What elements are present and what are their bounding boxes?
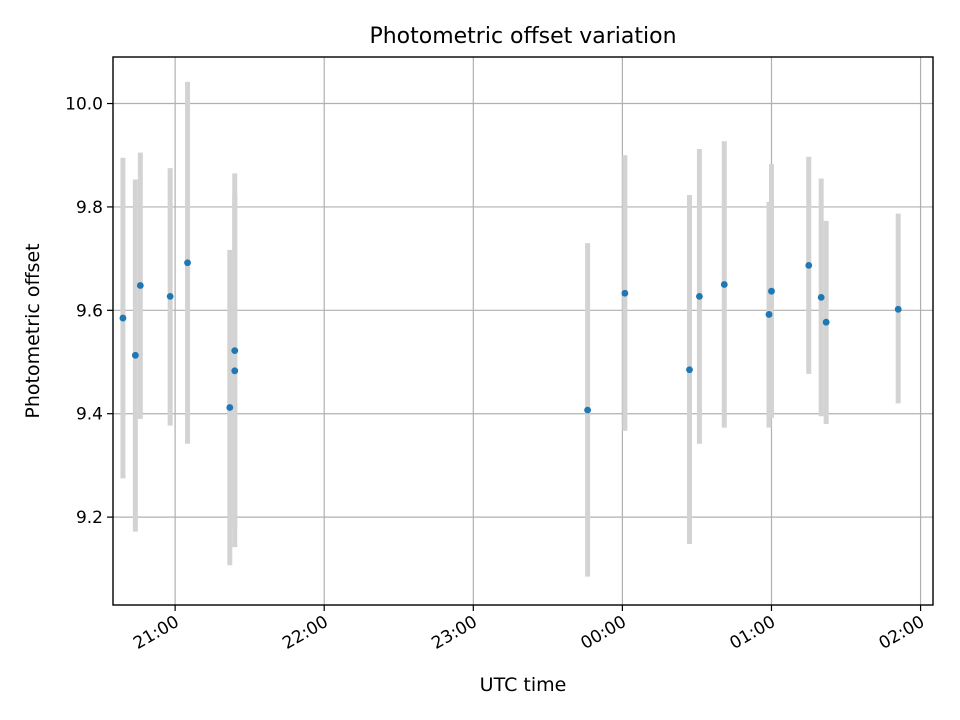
x-tick-label: 02:00 <box>876 612 928 654</box>
data-point <box>226 404 234 411</box>
chart-title: Photometric offset variation <box>369 24 676 49</box>
data-point <box>686 366 693 374</box>
data-point <box>894 305 902 313</box>
data-point <box>621 289 629 297</box>
data-point <box>720 281 728 288</box>
data-point <box>136 282 144 289</box>
x-axis-label: UTC time <box>480 674 567 696</box>
plot-frame <box>112 56 934 606</box>
data-point <box>131 351 139 359</box>
data-point <box>584 406 592 414</box>
data-point <box>119 314 127 322</box>
y-tick-label: 9.6 <box>76 301 103 321</box>
data-point <box>822 318 830 326</box>
y-tick-label: 9.8 <box>76 198 103 218</box>
data-point <box>765 311 773 318</box>
data-point <box>184 259 191 267</box>
x-tick-label: 23:00 <box>428 612 480 654</box>
marker-layer <box>119 259 902 414</box>
data-point <box>768 287 775 295</box>
data-point <box>696 292 703 300</box>
x-tick-label: 22:00 <box>279 612 331 654</box>
tick-layer: 9.2 9.4 9.6 9.8 10.0 21:00 22:00 23:00 00:00 01:0… <box>65 95 928 654</box>
y-tick-label: 9.2 <box>76 508 103 528</box>
x-tick-label: 21:00 <box>130 612 182 654</box>
data-point <box>231 367 239 375</box>
y-axis-label: Photometric offset <box>22 243 44 418</box>
x-tick-label: 00:00 <box>577 612 629 654</box>
data-point <box>166 292 174 300</box>
data-point <box>817 293 825 301</box>
data-point <box>231 347 239 355</box>
y-tick-label: 9.4 <box>76 405 103 425</box>
data-point <box>805 261 813 269</box>
y-tick-label: 10.0 <box>65 95 103 115</box>
x-tick-label: 01:00 <box>727 612 779 654</box>
errorbar-layer <box>120 81 901 577</box>
